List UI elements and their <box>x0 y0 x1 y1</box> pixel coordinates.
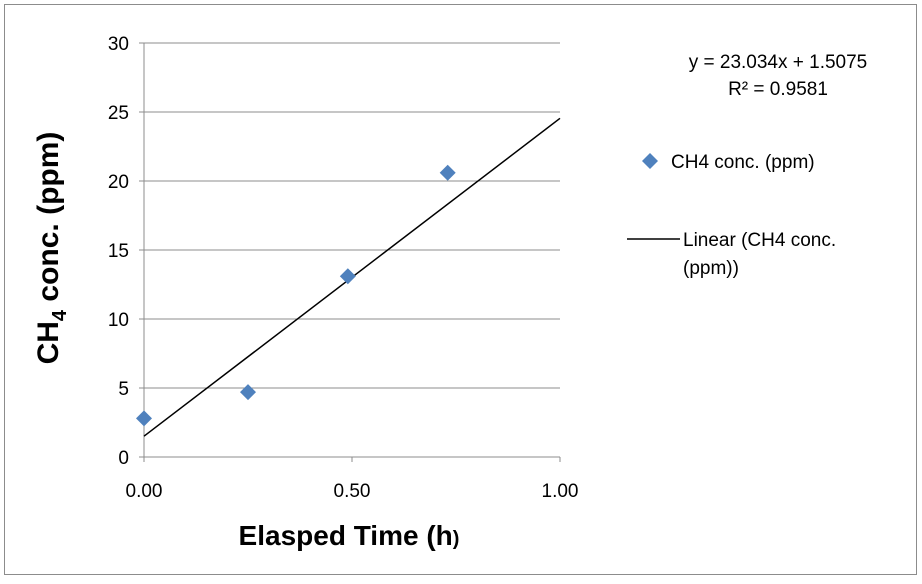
gridlines <box>144 42 560 389</box>
y-tick-label-1: 5 <box>118 379 129 400</box>
legend-trendline-label-line1: Linear (CH4 conc. <box>683 230 836 251</box>
y-tick-label-4: 20 <box>108 172 129 193</box>
y-tick-label-3: 15 <box>108 241 129 262</box>
y-axis-title-subscript: 4 <box>49 309 71 321</box>
x-axis-title-main: Elasped Time (h <box>239 520 453 551</box>
y-tick-label-2: 10 <box>108 310 129 331</box>
data-point-0-2 <box>339 268 356 285</box>
legend-item-trendline: Linear (CH4 conc. (ppm)) <box>627 230 836 279</box>
x-axis-title: Elasped Time (h) <box>239 520 460 551</box>
data-points <box>136 164 456 427</box>
x-axis-title-paren: ) <box>453 528 460 550</box>
legend-diamond-icon <box>642 153 658 169</box>
legend: CH4 conc. (ppm) Linear (CH4 conc. (ppm)) <box>627 152 836 279</box>
y-tick-label-0: 0 <box>118 448 129 469</box>
legend-trendline-label-line2: (ppm)) <box>683 258 739 279</box>
legend-item-series: CH4 conc. (ppm) <box>642 152 815 173</box>
trendline-r-squared: R² = 0.9581 <box>728 79 828 100</box>
y-axis-title-suffix: conc. (ppm) <box>32 132 65 310</box>
y-axis-title-prefix: CH <box>32 321 65 364</box>
data-point-0-0 <box>136 410 152 427</box>
y-axis-title: CH4 conc. (ppm) <box>32 132 71 365</box>
tick-labels: 0 5 10 15 20 25 30 0.00 0.50 1.00 <box>108 34 579 502</box>
y-tick-label-6: 30 <box>108 34 129 55</box>
y-tick-label-5: 25 <box>108 103 129 124</box>
x-tick-label-0: 0.00 <box>126 481 163 502</box>
x-tick-label-1: 0.50 <box>334 481 371 502</box>
chart-area-border <box>4 4 917 575</box>
legend-series-label: CH4 conc. (ppm) <box>671 152 815 173</box>
axes <box>139 42 561 462</box>
data-point-0-3 <box>439 164 456 181</box>
trendline-equation: y = 23.034x + 1.5075 <box>689 52 868 73</box>
data-point-0-1 <box>240 384 256 401</box>
x-tick-label-2: 1.00 <box>542 481 579 502</box>
